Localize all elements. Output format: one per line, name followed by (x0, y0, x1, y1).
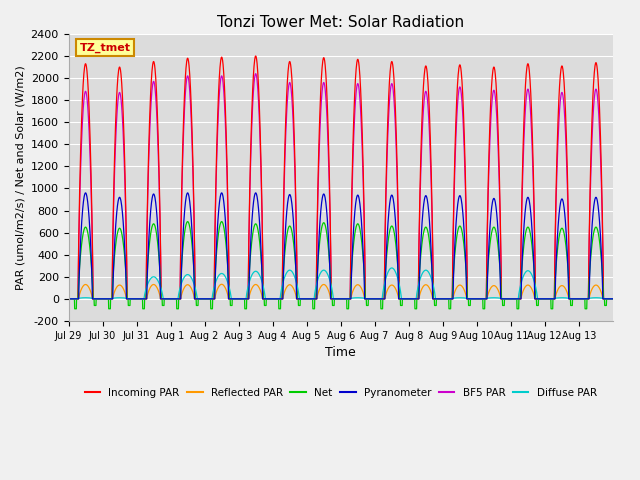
Legend: Incoming PAR, Reflected PAR, Net, Pyranometer, BF5 PAR, Diffuse PAR: Incoming PAR, Reflected PAR, Net, Pyrano… (81, 384, 601, 402)
X-axis label: Time: Time (325, 346, 356, 359)
Title: Tonzi Tower Met: Solar Radiation: Tonzi Tower Met: Solar Radiation (217, 15, 464, 30)
Y-axis label: PAR (umol/m2/s) / Net and Solar (W/m2): PAR (umol/m2/s) / Net and Solar (W/m2) (15, 65, 25, 290)
Text: TZ_tmet: TZ_tmet (79, 43, 131, 53)
